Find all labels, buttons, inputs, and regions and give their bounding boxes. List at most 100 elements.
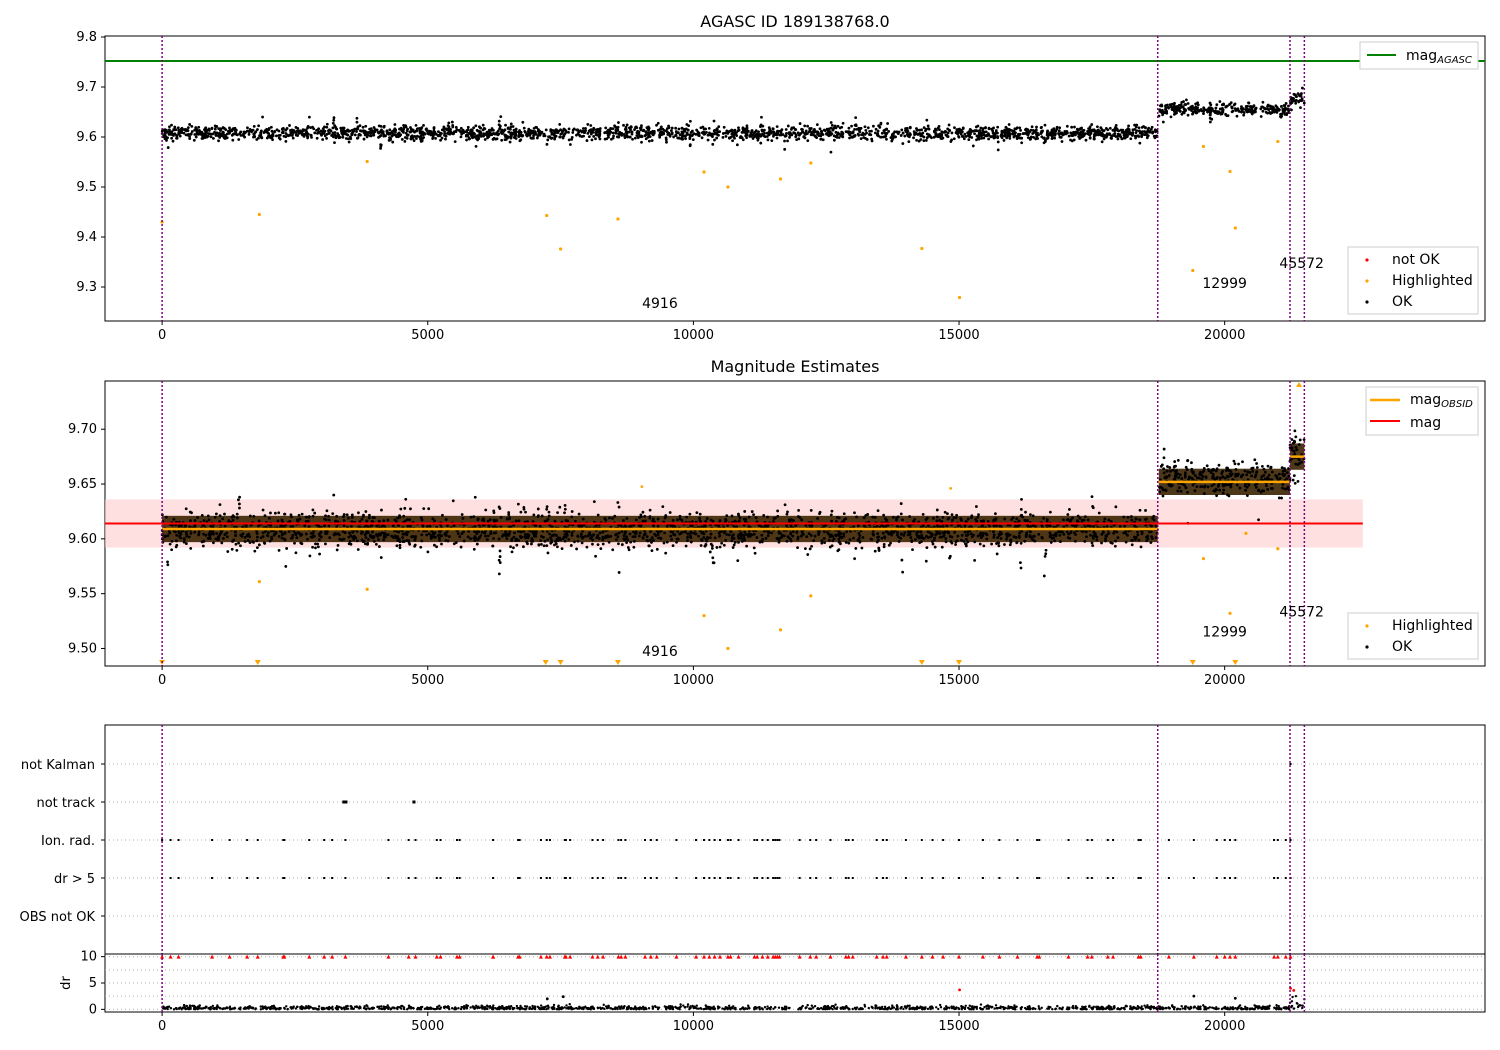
p2-ok-point <box>896 535 900 539</box>
p1-ok-point <box>450 120 454 124</box>
p1-ok-point <box>385 129 389 133</box>
p1-ok-point <box>166 146 170 149</box>
p1-ok-point <box>633 128 636 132</box>
p1-ok-point <box>586 123 590 126</box>
p2-ok-point <box>519 530 523 534</box>
p1-ok-point <box>525 134 529 138</box>
p2-ok-point <box>608 516 611 520</box>
p2-ok-point <box>398 543 402 547</box>
p2-ok-point <box>755 536 759 539</box>
p1-ok-point <box>197 125 201 129</box>
p2-ok-point <box>1104 537 1107 541</box>
p2-ok-point <box>497 572 501 576</box>
p2-ok-point <box>1019 561 1022 565</box>
p1-ok-point <box>1100 140 1104 144</box>
p2-ok-point <box>661 505 665 509</box>
p1-ok-point <box>284 135 288 139</box>
p1-ok-point <box>422 131 426 135</box>
p2-ok-point <box>818 510 822 514</box>
p1-obsid-label: 12999 <box>1202 276 1247 292</box>
p2-ok-point <box>1134 517 1138 521</box>
p1-ok-point <box>741 127 745 131</box>
p1-ok-point <box>259 131 263 135</box>
p2-ok-point <box>360 517 364 521</box>
p2-ok-point <box>437 529 441 533</box>
p2-ok-point <box>290 536 293 540</box>
p2-ok-point <box>997 544 1001 548</box>
p2-ok-point <box>342 524 346 528</box>
p1-ok-point <box>711 142 715 146</box>
p2-ok-point <box>876 509 880 513</box>
p2-ok-point <box>491 525 495 529</box>
p2-ok-point <box>950 535 954 539</box>
p2-ok-point <box>1129 515 1133 518</box>
p1-ok-point <box>323 134 327 138</box>
p2-ok-point <box>893 529 897 533</box>
p2-ok-point <box>545 507 549 511</box>
p1-ok-point <box>418 130 422 134</box>
p2-ok-point <box>446 539 450 543</box>
p2-ok-point <box>336 543 340 547</box>
p2-ok-point <box>747 532 751 536</box>
p2-ok-point <box>863 525 867 528</box>
p2-ok-point <box>406 518 410 521</box>
p2-ok-point <box>253 549 257 553</box>
p2-ok-point <box>1144 509 1147 512</box>
p2-ok-point <box>732 533 735 537</box>
p1-ok-point <box>624 130 628 134</box>
p2-ok-point <box>323 517 326 521</box>
p2-ok-point <box>208 529 212 533</box>
p1-ok-point <box>390 134 394 138</box>
p2-ok-point <box>512 546 515 550</box>
p1-ok-point <box>529 136 533 140</box>
p2-ok-point <box>1126 515 1130 519</box>
p2-ok-point <box>382 534 386 538</box>
p1-ok-point <box>1217 110 1221 114</box>
p2-ok-point <box>355 539 359 543</box>
p1-ok-point <box>802 135 806 139</box>
p1-ok-point <box>981 130 985 134</box>
p1-ok-point <box>415 129 419 133</box>
p2-ok-point <box>396 530 399 534</box>
p2-ok-point <box>469 515 473 519</box>
p1-ok-point <box>1261 105 1264 109</box>
p1-ok-point <box>170 136 174 140</box>
p1-ok-point <box>545 142 549 146</box>
p1-ok-point <box>379 146 382 150</box>
p2-ok-point <box>597 537 601 540</box>
p1-ok-point <box>624 127 627 131</box>
p2-ok-point <box>979 519 983 523</box>
p1-ok-point <box>779 133 783 137</box>
p1-ok-point <box>820 130 824 134</box>
p2-ok-point <box>261 508 265 512</box>
p2-ok-point <box>553 519 557 523</box>
p1-ok-point <box>504 123 507 127</box>
p2-ok-point <box>508 525 511 529</box>
p1-ok-point <box>1005 135 1009 139</box>
p1-ok-point <box>393 123 397 126</box>
p1-ok-point <box>257 124 261 128</box>
p2-ok-point <box>392 536 395 539</box>
p2-ok-point <box>978 542 982 546</box>
p1-ok-point <box>563 128 567 132</box>
p2-ok-point <box>1085 535 1088 539</box>
p2-ok-point <box>193 519 197 522</box>
p1-ok-point <box>496 129 500 133</box>
p1-ok-point <box>379 143 383 147</box>
p2-ok-point <box>398 540 402 544</box>
p1-ok-point <box>760 115 763 119</box>
p1-ok-point <box>1048 131 1052 135</box>
p2-ok-point <box>368 513 371 517</box>
p1-ok-point <box>1218 107 1222 111</box>
p1-ok-point <box>512 136 516 139</box>
p2-ok-point <box>1088 524 1092 528</box>
p1-ok-point <box>284 139 288 143</box>
p1-ok-point <box>273 129 277 133</box>
p1-ok-point <box>1116 134 1120 138</box>
p2-ok-point <box>906 530 910 533</box>
p1-ok-point <box>1051 131 1055 135</box>
p1-outlier-point <box>1191 268 1195 273</box>
p1-ok-point <box>838 133 842 136</box>
p1-ok-point <box>1059 135 1063 139</box>
p1-outlier-point <box>545 213 549 218</box>
